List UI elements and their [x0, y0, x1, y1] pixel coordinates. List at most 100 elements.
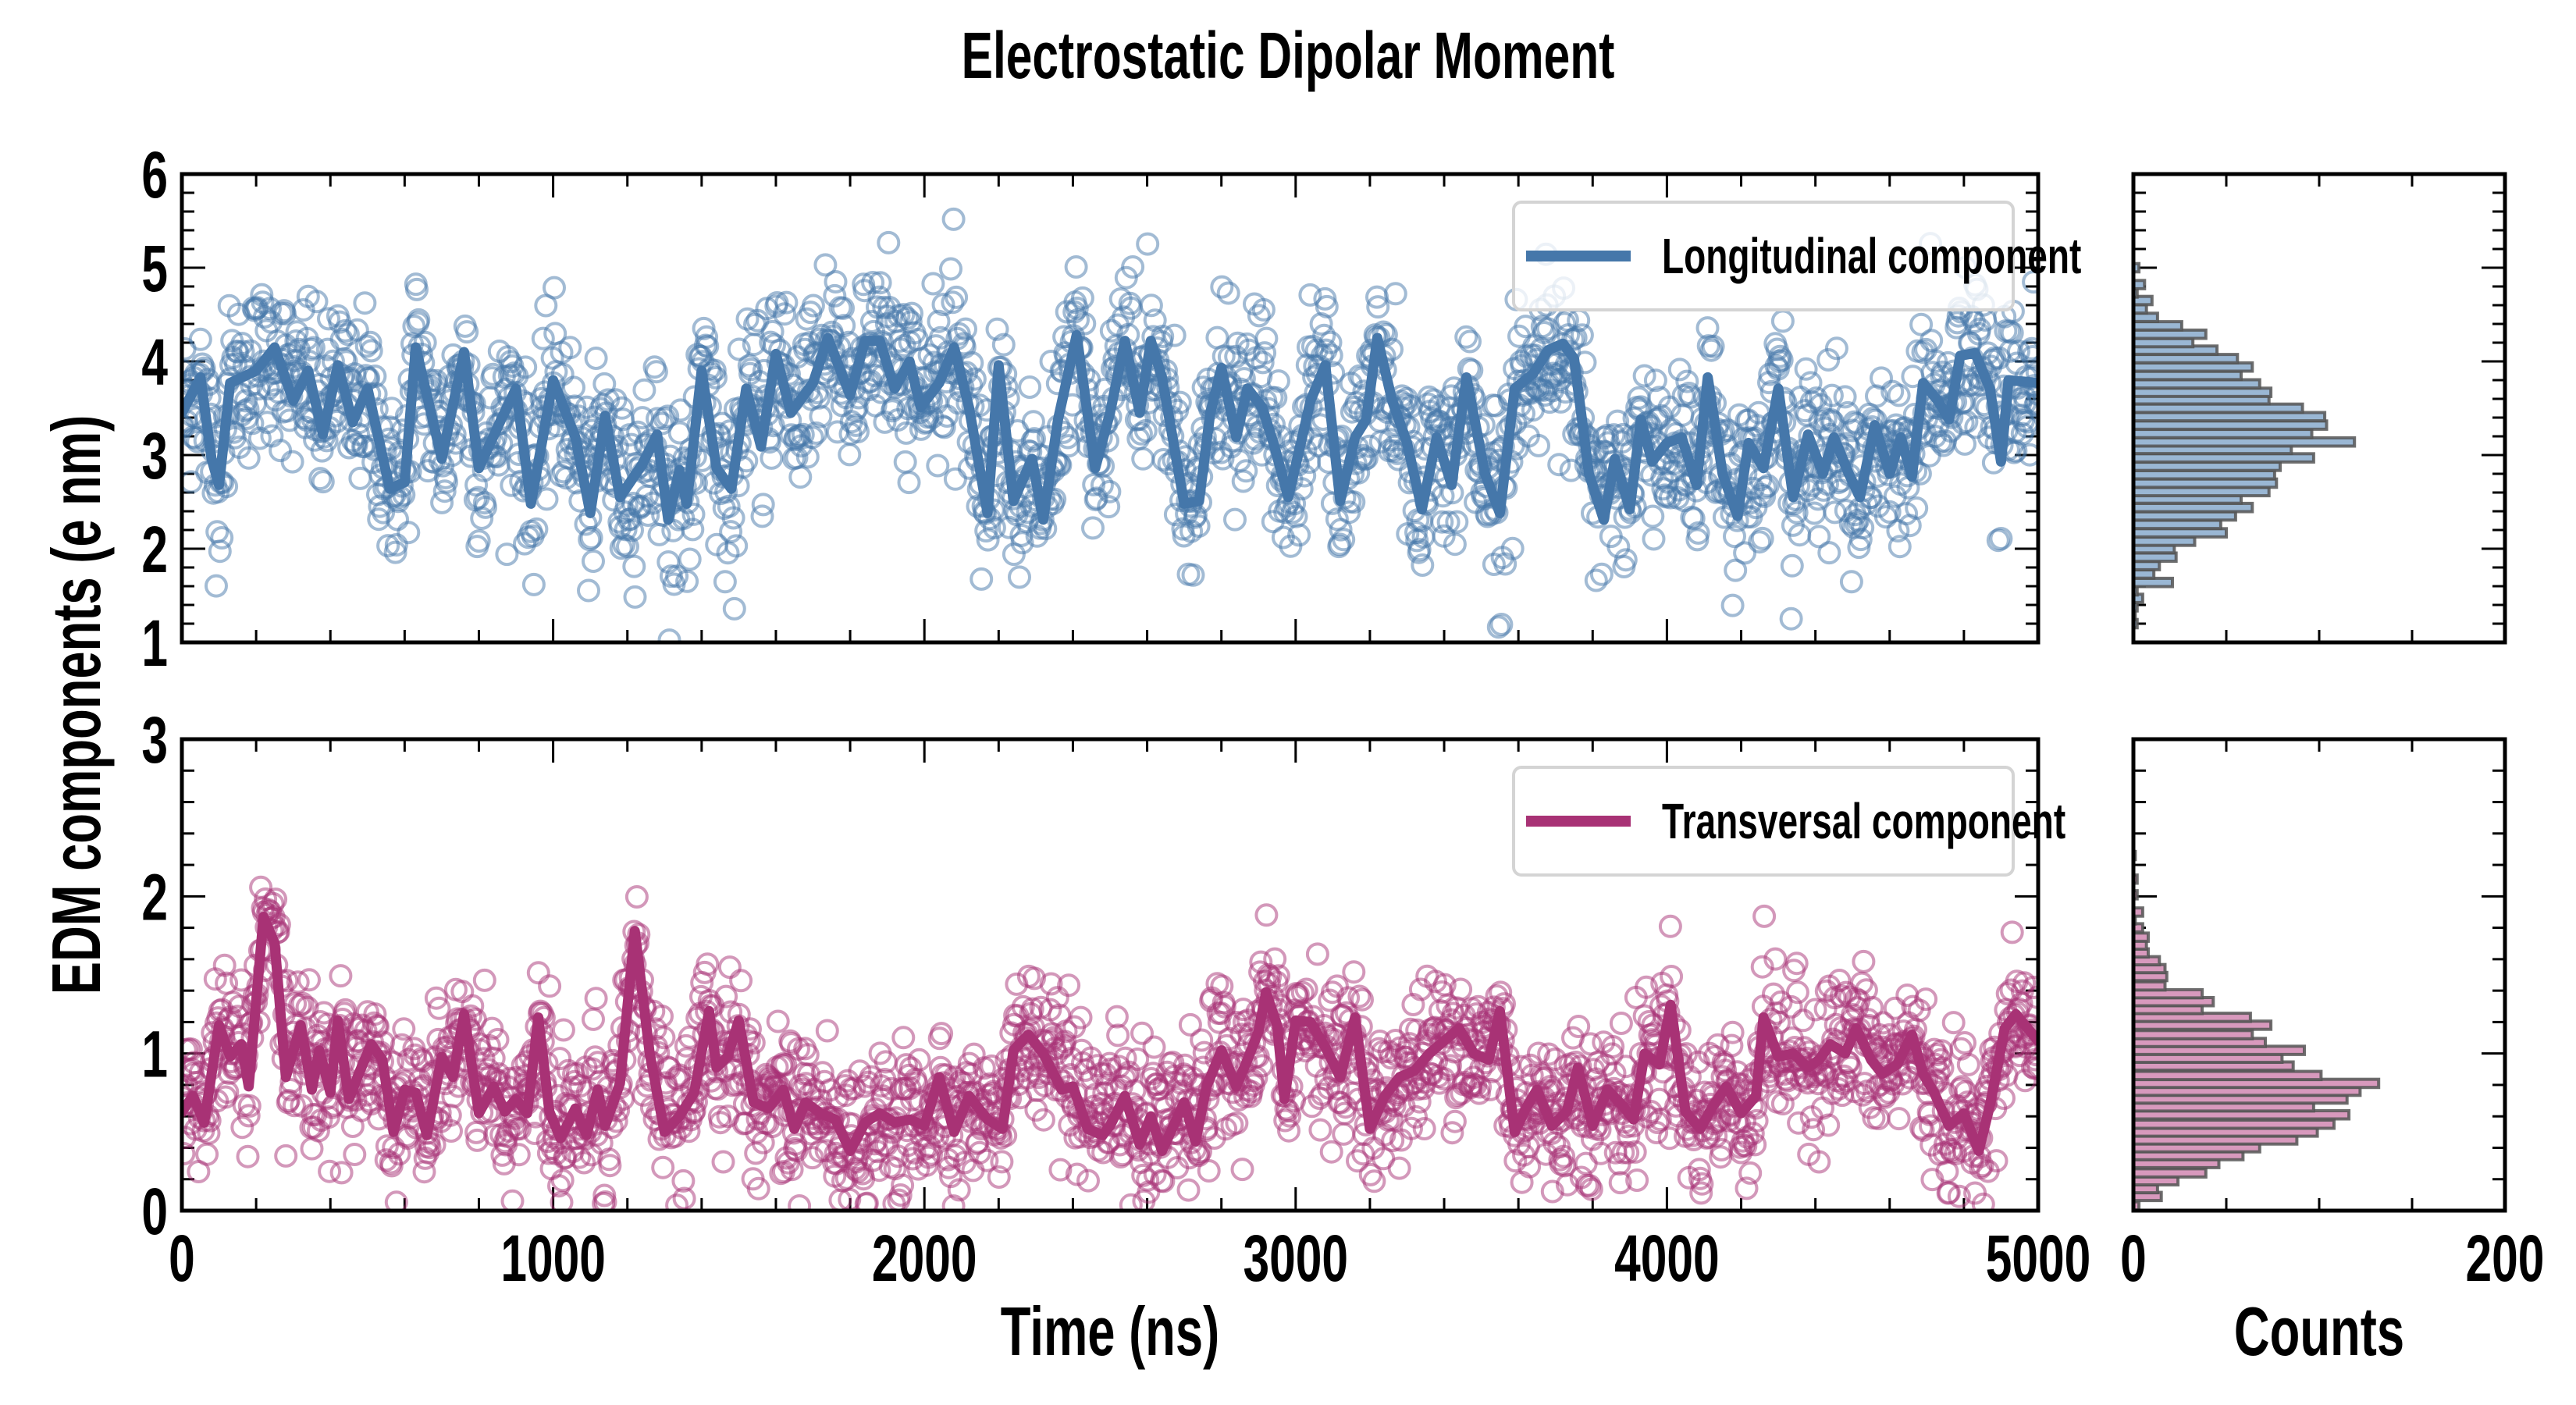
- y-tick-label: 0: [141, 1175, 168, 1248]
- data-point: [1325, 507, 1349, 532]
- data-point: [1278, 1104, 1302, 1128]
- data-point: [1105, 1005, 1129, 1029]
- data-point: [1489, 613, 1514, 636]
- data-point: [1347, 984, 1372, 1008]
- data-point: [1458, 329, 1482, 354]
- longitudinal-timeseries-axes: 1 2 3 4 5 6 Longitudinal component: [141, 138, 2081, 680]
- data-point: [1645, 1121, 1669, 1144]
- data-point: [212, 953, 237, 977]
- data-point: [358, 330, 382, 354]
- data-point: [354, 334, 379, 358]
- data-point: [1162, 323, 1187, 347]
- x-tick-label: 5000: [1986, 1222, 2091, 1295]
- data-point: [550, 1190, 574, 1211]
- data-point: [543, 276, 566, 300]
- data-point: [1827, 969, 1852, 992]
- data-point: [665, 1193, 689, 1211]
- data-point: [1824, 336, 1848, 361]
- data-point: [1839, 570, 1863, 594]
- transversal-timeseries-axes: 0 1 2 3 0 1000 2000 3000 4000 5000 Transversal com…: [141, 703, 2090, 1295]
- data-point: [1328, 532, 1352, 557]
- data-point: [941, 1194, 966, 1211]
- y-tick-label: 1: [141, 1018, 168, 1091]
- data-point: [237, 446, 261, 470]
- data-point: [1008, 565, 1031, 589]
- data-point: [353, 291, 377, 315]
- data-point: [427, 996, 451, 1020]
- data-point: [722, 596, 746, 621]
- data-point: [359, 339, 383, 363]
- data-point: [301, 336, 326, 360]
- data-point: [898, 1056, 923, 1080]
- data-point: [774, 290, 799, 315]
- data-point: [1517, 1154, 1542, 1179]
- data-point: [1750, 955, 1774, 979]
- data-point: [486, 1027, 510, 1051]
- data-point: [1443, 532, 1467, 557]
- data-point: [907, 1048, 931, 1072]
- data-point: [397, 1048, 421, 1072]
- data-point: [1871, 1011, 1895, 1035]
- data-point: [1251, 350, 1275, 375]
- data-point: [1635, 975, 1658, 999]
- data-point: [572, 1151, 596, 1175]
- data-point: [274, 1144, 298, 1168]
- data-point: [1686, 521, 1710, 545]
- data-point: [1779, 606, 1803, 631]
- data-point: [318, 1159, 342, 1183]
- data-point: [801, 293, 825, 318]
- data-point: [1187, 514, 1211, 538]
- data-point: [1735, 1176, 1759, 1200]
- data-point: [696, 334, 720, 358]
- x-tick-label: 1000: [500, 1222, 606, 1295]
- data-point: [838, 443, 862, 467]
- data-point: [1211, 446, 1235, 471]
- data-point: [621, 518, 644, 542]
- data-point: [1646, 1111, 1670, 1134]
- data-point: [1319, 1140, 1343, 1164]
- data-point: [1748, 530, 1772, 554]
- data-point: [1081, 516, 1105, 540]
- data-point: [1584, 568, 1608, 592]
- data-point: [392, 1017, 416, 1041]
- data-point: [2000, 920, 2024, 944]
- x-tick-label: 200: [2466, 1222, 2545, 1295]
- data-point: [1632, 364, 1656, 388]
- data-point: [1625, 1168, 1649, 1192]
- data-point: [286, 970, 310, 994]
- data-point: [945, 285, 969, 309]
- legend-label: Longitudinal component: [1662, 229, 2081, 284]
- data-point: [1020, 997, 1044, 1021]
- data-point: [681, 502, 706, 526]
- data-point: [721, 506, 745, 530]
- data-point: [905, 1071, 928, 1095]
- data-point: [1724, 558, 1748, 582]
- data-point: [384, 1190, 408, 1211]
- data-point: [1404, 1104, 1428, 1129]
- data-point: [558, 336, 582, 360]
- data-point: [1197, 1159, 1221, 1183]
- data-point: [1065, 1162, 1089, 1186]
- data-point: [1440, 1121, 1464, 1145]
- data-point: [295, 995, 319, 1019]
- data-point: [681, 518, 705, 542]
- data-point: [727, 337, 751, 361]
- data-point: [1848, 528, 1873, 552]
- data-point: [470, 507, 494, 530]
- data-point: [1320, 980, 1344, 1005]
- data-point: [593, 1190, 617, 1211]
- data-point: [1574, 1151, 1598, 1176]
- data-point: [1210, 275, 1234, 299]
- data-point: [1816, 1113, 1841, 1137]
- data-point: [1486, 615, 1510, 639]
- data-point: [1637, 1010, 1661, 1033]
- data-point: [1500, 536, 1525, 560]
- data-point: [1838, 1055, 1863, 1080]
- y-tick-label: 6: [141, 138, 168, 212]
- data-point: [1784, 500, 1809, 525]
- data-point: [696, 952, 720, 976]
- data-point: [1181, 563, 1205, 587]
- data-point: [304, 290, 329, 314]
- data-point: [1657, 395, 1681, 419]
- data-point: [495, 542, 519, 567]
